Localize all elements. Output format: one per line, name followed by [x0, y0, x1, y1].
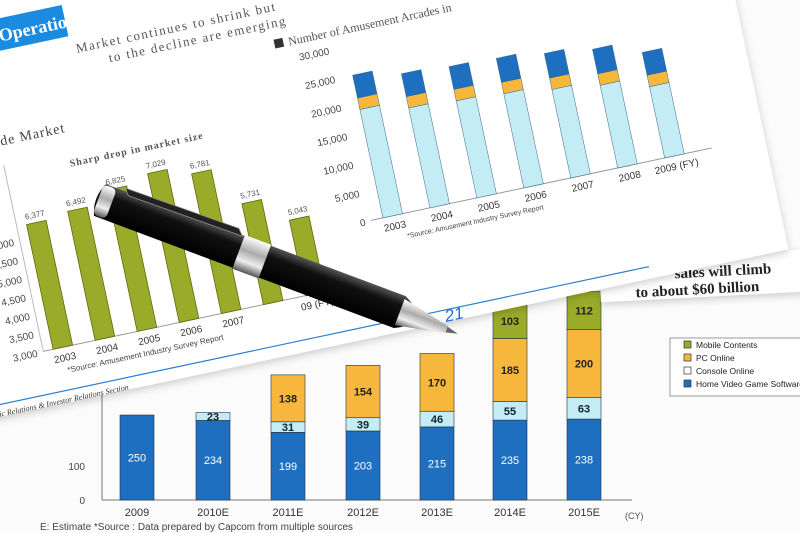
data-label: 6,825 — [105, 174, 127, 187]
section-banner — [0, 4, 69, 87]
bar-segment — [592, 44, 618, 75]
data-label: 5,043 — [287, 204, 309, 217]
data-label: 154 — [354, 387, 373, 399]
bar-segment — [495, 53, 522, 83]
bar-segment — [566, 329, 602, 398]
data-label: 46 — [431, 414, 443, 426]
y-tick: 0 — [359, 218, 367, 230]
page-number: 21 — [442, 303, 465, 326]
bar-segment — [641, 47, 667, 76]
legend-label: Console Online — [696, 366, 754, 376]
bar-segment — [492, 338, 528, 402]
data-label: 55 — [504, 406, 516, 418]
bar-segment — [401, 69, 427, 97]
footer-rule — [0, 266, 650, 426]
x-tick-label: 2004 — [430, 209, 454, 224]
x-tick-label: 2005 — [477, 199, 501, 214]
legend-swatch — [683, 340, 692, 349]
y-tick: 4,000 — [4, 312, 31, 328]
pen — [93, 184, 458, 334]
game-market-chart: 0 100 (CY) E: Estimate *Source : Data pr… — [40, 291, 644, 533]
bar-segment — [448, 62, 474, 90]
data-label: 250 — [128, 453, 146, 465]
data-label: 238 — [575, 455, 593, 467]
bar-segment — [566, 418, 602, 501]
data-label: 203 — [354, 460, 372, 472]
arcade-paper: 2-3. Arcade Operations Market continues … — [0, 0, 789, 437]
bar — [67, 206, 116, 341]
data-label: 185 — [501, 365, 519, 377]
bar — [26, 219, 74, 350]
y-tick: 4,500 — [0, 293, 27, 309]
x-tick-label: 2009 — [125, 507, 149, 519]
pen-nib — [445, 326, 458, 334]
legend-label: Mobile Contents — [696, 340, 757, 350]
x-tick-label: 2010E — [197, 507, 229, 519]
data-label: 234 — [204, 455, 222, 467]
data-label: 7,029 — [145, 158, 167, 171]
data-label: 170 — [428, 377, 446, 389]
pen-band — [232, 234, 272, 279]
x-tick-label: 2006 — [179, 324, 203, 339]
x-unit: (CY) — [625, 511, 644, 521]
data-label: 235 — [501, 455, 519, 467]
legend-label: Home Video Game Software — [696, 379, 800, 389]
x-tick-label: 2007 — [221, 315, 245, 330]
data-label: 215 — [428, 458, 446, 470]
bar-segment — [345, 365, 381, 419]
bar-segment — [195, 412, 231, 421]
x-tick-label: 2015E — [568, 507, 600, 519]
y-tick: 3,500 — [8, 330, 35, 346]
data-label: 63 — [578, 403, 590, 415]
x-tick-label: 2014E — [494, 507, 526, 519]
bar-segment — [119, 414, 155, 501]
y-tick: 5,000 — [334, 189, 361, 205]
x-tick-label: 2004 — [95, 342, 119, 357]
bar-segment — [544, 49, 570, 79]
heading-bullet-icon — [273, 37, 285, 49]
data-label: 39 — [357, 419, 369, 431]
data-label: 112 — [575, 306, 593, 318]
source-note: E: Estimate *Source : Data prepared by C… — [40, 522, 353, 533]
bar-segment — [419, 353, 455, 412]
bar-segment — [270, 374, 306, 423]
data-label: 138 — [279, 393, 297, 405]
data-label: 6,377 — [24, 209, 46, 222]
pen-tip — [394, 298, 448, 334]
data-label: 31 — [282, 422, 294, 434]
x-tick-label: 2003 — [53, 351, 77, 366]
data-label: 6,492 — [65, 195, 87, 208]
sales-headline-2: to about $60 billion — [635, 279, 760, 301]
pen-cap-end — [93, 185, 116, 218]
x-tick-label: 2008 — [618, 169, 642, 184]
data-label: 103 — [501, 316, 519, 328]
data-label: 199 — [279, 461, 297, 473]
pen-clip — [125, 187, 244, 237]
x-tick-label: 2011E — [273, 507, 304, 519]
legend-swatch — [683, 379, 692, 388]
y-axis — [3, 165, 44, 352]
bar-segment — [352, 70, 378, 99]
bar-segment — [492, 419, 528, 501]
x-tick-label: 2005 — [137, 333, 161, 348]
data-label: 5,731 — [239, 188, 261, 201]
x-tick-label: 2007 — [571, 179, 595, 194]
y-tick: 0 — [79, 496, 85, 507]
bar-segment — [195, 420, 231, 501]
x-tick-label: 2012E — [347, 507, 379, 519]
x-tick-label: 2003 — [383, 219, 407, 234]
x-tick-label: 2006 — [524, 189, 548, 204]
data-label: 23 — [207, 412, 219, 424]
legend-box — [669, 337, 800, 397]
y-tick: 3,000 — [12, 349, 39, 365]
legend-swatch — [683, 366, 692, 375]
data-label: 200 — [575, 359, 593, 371]
x-tick-label: 2013E — [421, 507, 453, 519]
y-tick: 100 — [68, 462, 85, 473]
legend: Mobile Contents PC Online Console Online Ho… — [669, 337, 800, 397]
data-label: 6,781 — [189, 158, 211, 171]
legend-swatch — [683, 353, 692, 362]
legend-label: PC Online — [696, 353, 735, 363]
